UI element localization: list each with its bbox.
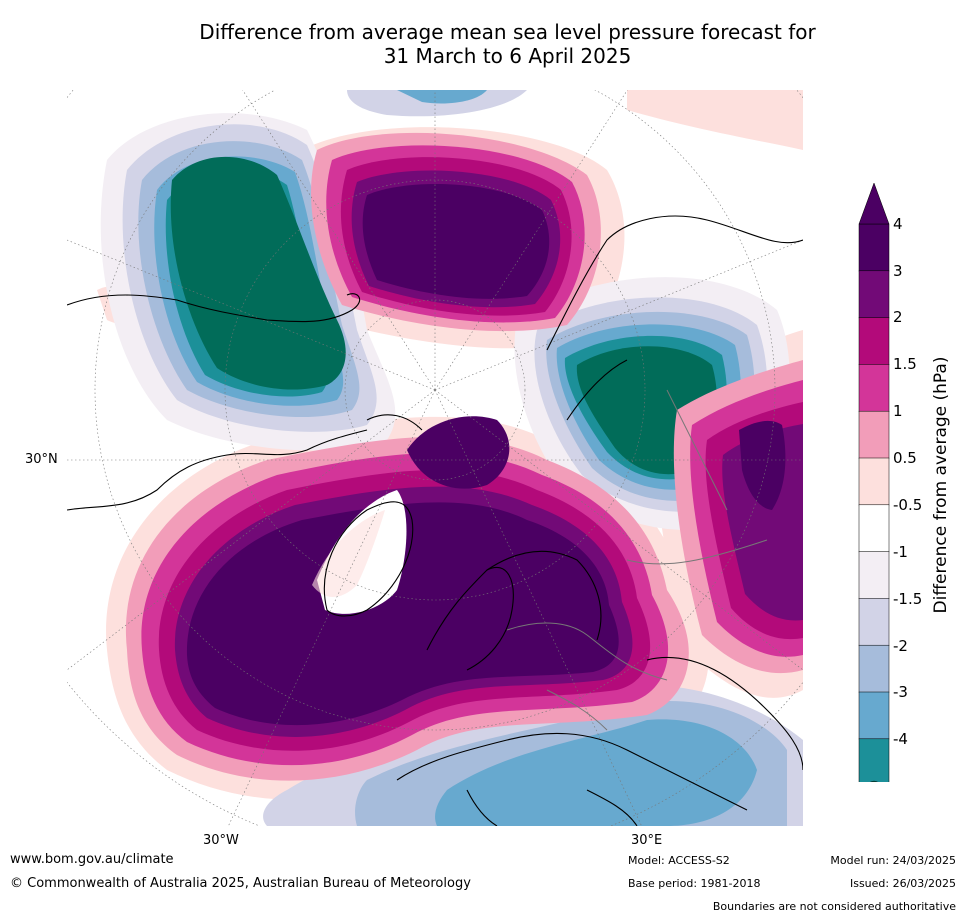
colorbar-segment — [858, 644, 890, 693]
colorbar-title: Difference from average (hPa) — [931, 356, 951, 614]
colorbar-tick-neg-0-5: -0.5 — [893, 496, 923, 514]
model-name: Model: ACCESS-S2 — [628, 854, 730, 867]
colorbar-tick-neg-1: -1 — [893, 543, 908, 561]
issued-date: Issued: 26/03/2025 — [849, 877, 956, 890]
colorbar-segment — [858, 691, 890, 740]
colorbar-tick-neg-1-5: -1.5 — [893, 590, 923, 608]
colorbar-extend-max — [858, 182, 890, 225]
chart-title: Difference from average mean sea level p… — [0, 20, 965, 68]
boundaries-disclaimer: Boundaries are not considered authoritat… — [712, 900, 956, 913]
colorbar-tick-neg-3: -3 — [893, 683, 908, 701]
longitude-label-30e: 30°E — [631, 833, 663, 848]
colorbar — [858, 182, 890, 782]
colorbar-tick-1-5: 1.5 — [893, 355, 917, 373]
greenland-fringe — [312, 510, 385, 598]
pressure-anomaly-map — [67, 90, 803, 826]
longitude-label-30w: 30°W — [203, 833, 239, 848]
colorbar-segment — [858, 223, 890, 272]
website-link[interactable]: www.bom.gov.au/climate — [10, 852, 174, 867]
colorbar-segment — [858, 551, 890, 599]
colorbar-segment — [858, 270, 890, 319]
copyright-text: © Commonwealth of Australia 2025, Austra… — [10, 876, 471, 891]
colorbar-segment — [858, 504, 890, 553]
colorbar-extend-min — [869, 780, 879, 782]
colorbar-tick-2: 2 — [893, 308, 903, 326]
colorbar-tick-0-5: 0.5 — [893, 449, 917, 467]
colorbar-tick-4: 4 — [893, 215, 903, 233]
colorbar-segment — [858, 738, 890, 782]
colorbar-segment — [858, 457, 890, 506]
colorbar-segment — [858, 410, 890, 459]
colorbar-tick-1: 1 — [893, 402, 903, 420]
colorbar-segment — [858, 317, 890, 365]
graticule — [67, 90, 803, 826]
latitude-label-30n: 30°N — [25, 452, 58, 467]
title-line-1: Difference from average mean sea level p… — [199, 20, 816, 44]
model-run-date: Model run: 24/03/2025 — [830, 854, 956, 867]
colorbar-tick-3: 3 — [893, 262, 903, 280]
country-borders — [506, 389, 768, 731]
colorbar-segment — [858, 364, 890, 412]
colorbar-segment — [858, 598, 890, 646]
coastlines — [67, 215, 803, 826]
colorbar-tick-neg-2: -2 — [893, 637, 908, 655]
colorbar-segments — [858, 182, 890, 782]
title-line-2: 31 March to 6 April 2025 — [383, 44, 632, 68]
anomaly-high-positive — [125, 132, 803, 781]
base-period: Base period: 1981-2018 — [628, 877, 761, 890]
colorbar-tick-neg-4: -4 — [893, 730, 908, 748]
map-svg — [67, 90, 803, 826]
